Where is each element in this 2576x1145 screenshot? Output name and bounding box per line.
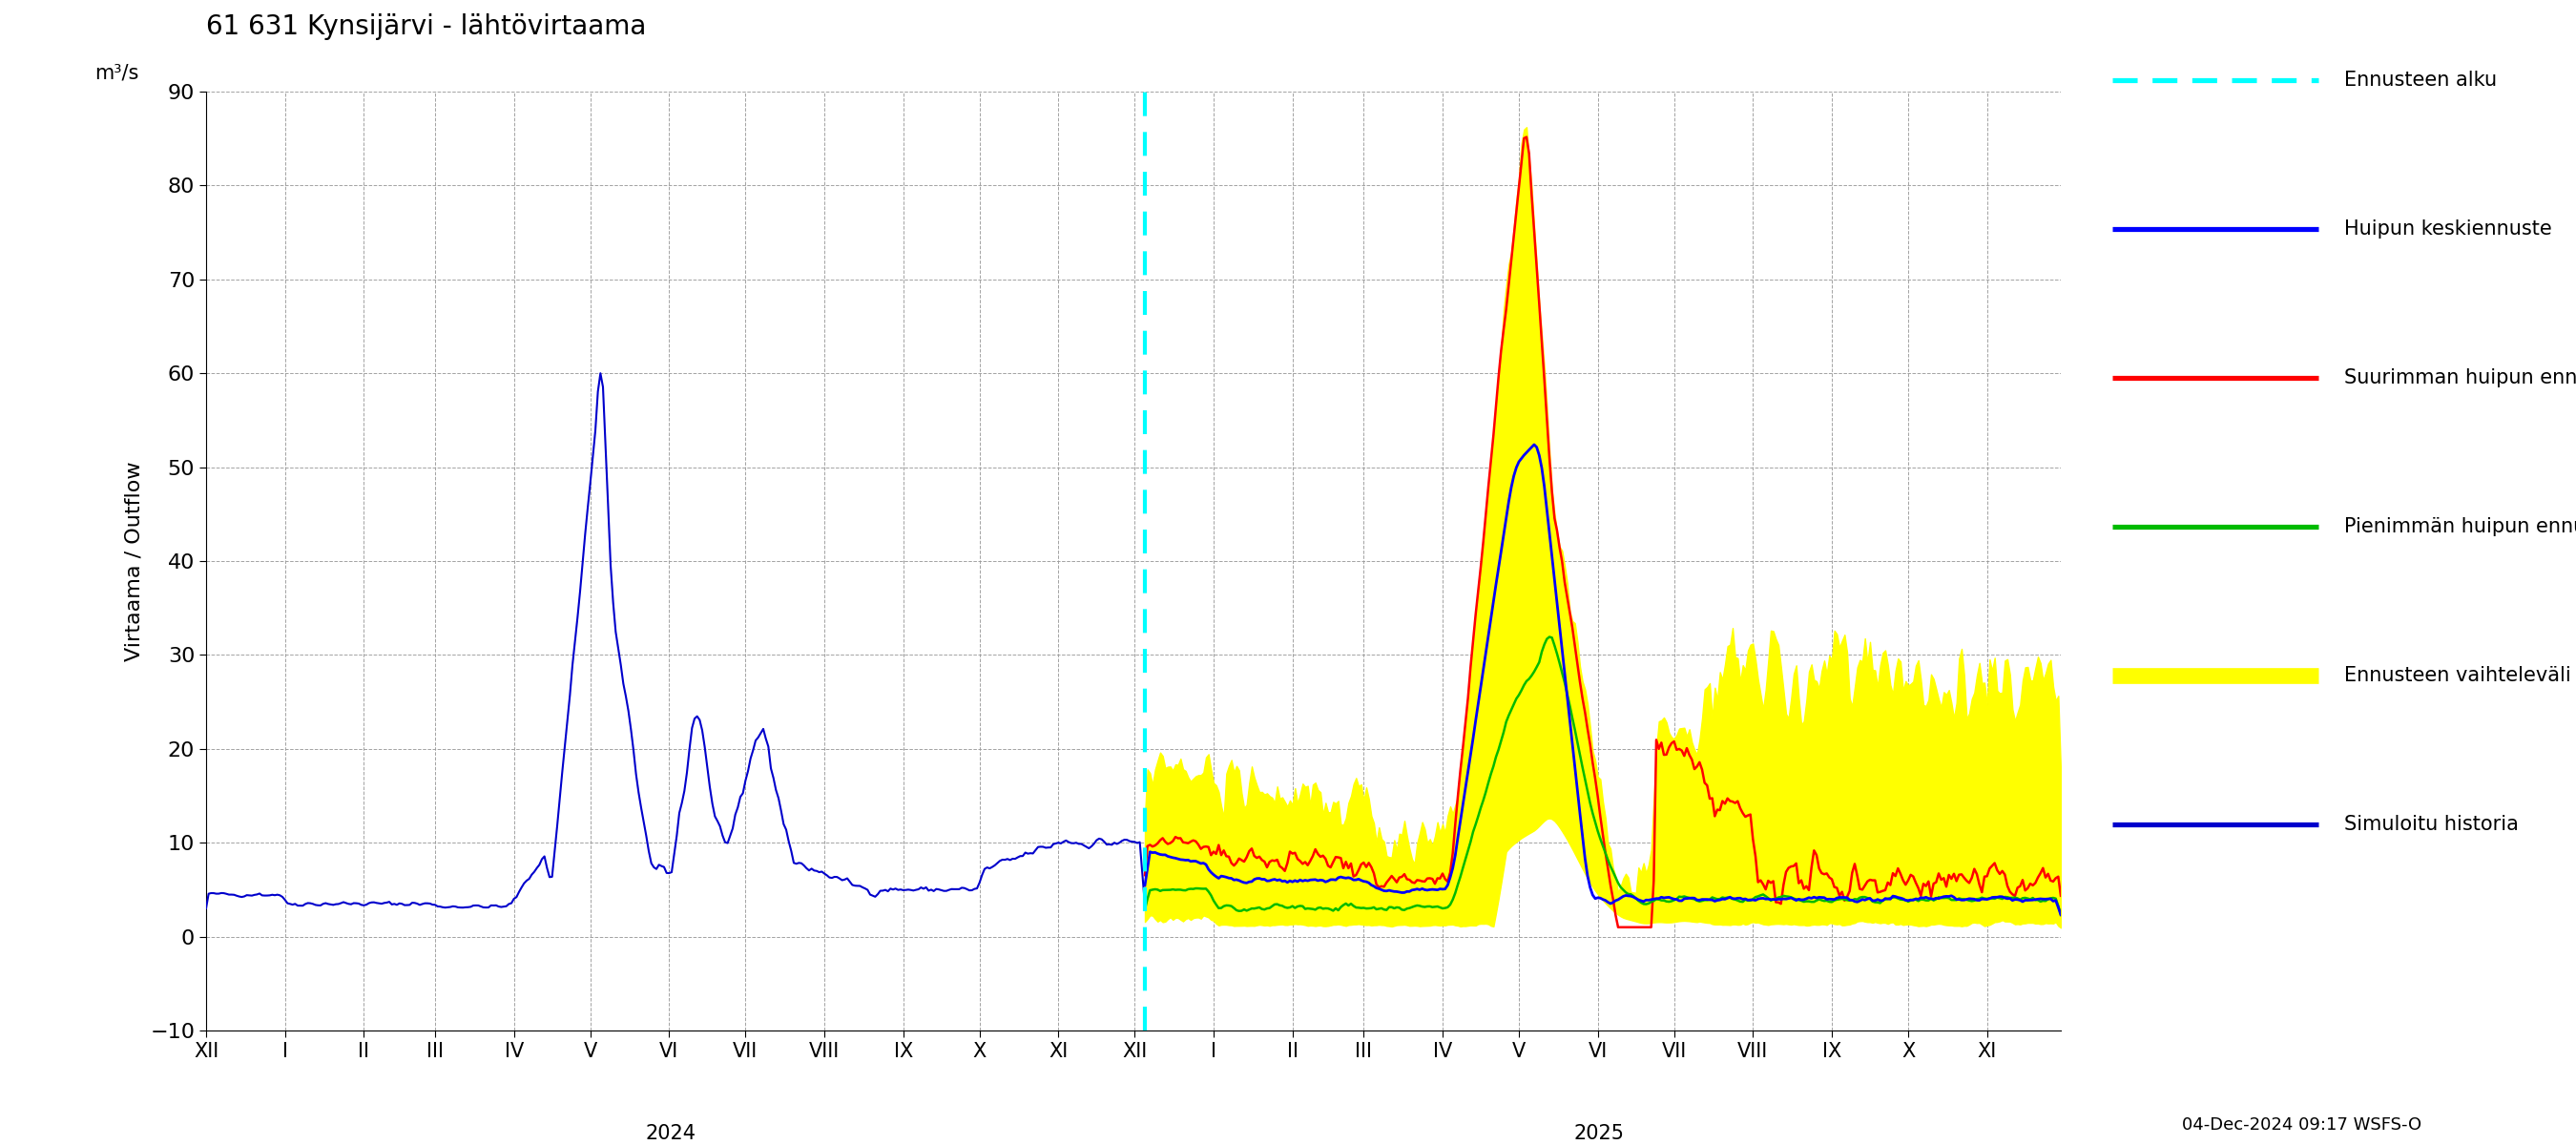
Text: Huipun keskiennuste: Huipun keskiennuste <box>2344 220 2553 238</box>
Text: 04-Dec-2024 09:17 WSFS-O: 04-Dec-2024 09:17 WSFS-O <box>2182 1116 2421 1134</box>
Text: 2025: 2025 <box>1574 1124 1625 1144</box>
Text: 2024: 2024 <box>644 1124 696 1144</box>
Text: 61 631 Kynsijärvi - lähtövirtaama: 61 631 Kynsijärvi - lähtövirtaama <box>206 14 647 40</box>
Y-axis label: Virtaama / Outflow: Virtaama / Outflow <box>124 461 144 661</box>
Text: Suurimman huipun ennuste: Suurimman huipun ennuste <box>2344 369 2576 387</box>
Text: Simuloitu historia: Simuloitu historia <box>2344 815 2519 834</box>
Text: Ennusteen alku: Ennusteen alku <box>2344 71 2496 89</box>
Text: Pienimmän huipun ennuste: Pienimmän huipun ennuste <box>2344 518 2576 536</box>
Text: Ennusteen vaihteleväli: Ennusteen vaihteleväli <box>2344 666 2571 685</box>
Text: m³/s: m³/s <box>95 63 139 82</box>
